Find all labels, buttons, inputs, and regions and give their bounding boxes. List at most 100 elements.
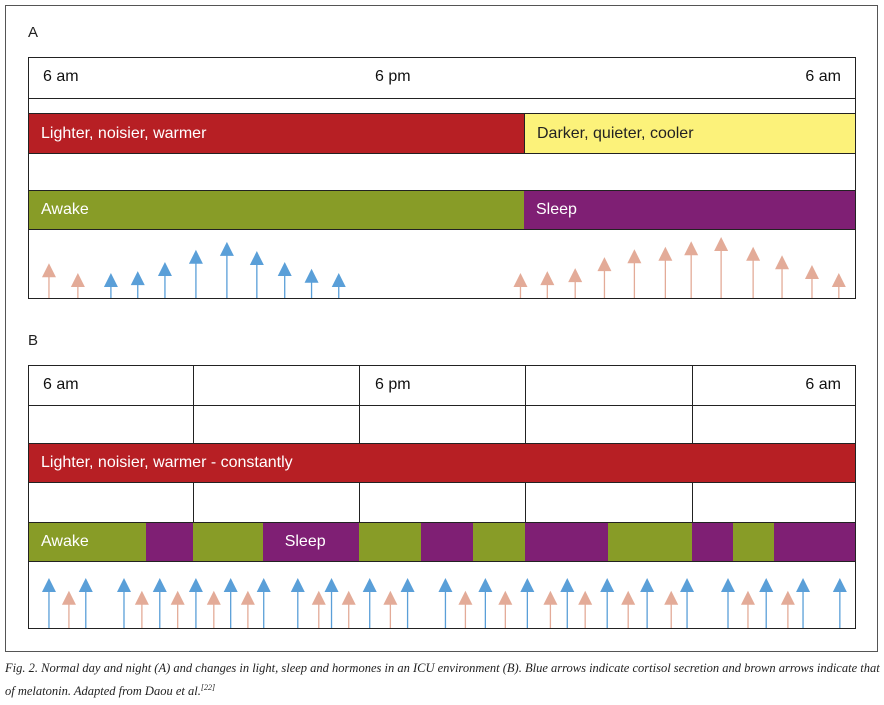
- time-divider: [525, 366, 527, 443]
- cortisol-arrow: [130, 271, 145, 298]
- melatonin-arrow: [740, 590, 755, 628]
- divider: [29, 98, 855, 99]
- cortisol-arrow: [219, 241, 234, 298]
- time-label: 6 pm: [375, 376, 411, 393]
- environment-constant: Lighter, noisier, warmer - constantly: [41, 454, 293, 471]
- state-awake: [473, 523, 526, 561]
- cortisol-arrow: [290, 577, 305, 628]
- cortisol-arrow: [520, 577, 535, 628]
- state-sleep: Sleep: [262, 523, 359, 561]
- state-awake: [192, 523, 263, 561]
- melatonin-arrow: [714, 237, 729, 298]
- hormone-arrows: [41, 237, 846, 298]
- divider: [29, 405, 855, 406]
- cortisol-arrow: [796, 577, 811, 628]
- caption-reference: [22]: [200, 683, 216, 692]
- melatonin-arrow: [70, 272, 85, 298]
- state-awake: [733, 523, 775, 561]
- state-sleep: [146, 523, 193, 561]
- state-sleep: [692, 523, 734, 561]
- melatonin-arrow: [684, 241, 699, 298]
- cortisol-arrow: [400, 577, 415, 628]
- state-sleep: Sleep: [524, 191, 855, 229]
- melatonin-arrow: [41, 263, 56, 298]
- time-divider: [692, 481, 694, 522]
- time-label: 6 pm: [375, 68, 411, 85]
- panel-b: 6 am 6 pm 6 am Lighter, noisier, warmer …: [28, 365, 856, 629]
- panel-a: 6 am 6 pm 6 am Lighter, noisier, warmer …: [28, 57, 856, 299]
- environment-night: Darker, quieter, cooler: [524, 114, 855, 153]
- time-divider: [192, 366, 194, 443]
- state-awake: Awake: [29, 523, 147, 561]
- melatonin-arrow: [458, 590, 473, 628]
- cortisol-arrow: [640, 577, 655, 628]
- cortisol-arrow: [41, 577, 56, 628]
- melatonin-arrow: [170, 590, 185, 628]
- environment-day: Lighter, noisier, warmer: [29, 114, 524, 153]
- cortisol-arrow: [331, 272, 346, 298]
- melatonin-arrow: [206, 590, 221, 628]
- melatonin-arrow: [543, 590, 558, 628]
- melatonin-arrow: [568, 268, 583, 298]
- cortisol-arrow: [188, 577, 203, 628]
- cortisol-arrow: [759, 577, 774, 628]
- state-bar: Awake Sleep: [29, 190, 855, 230]
- time-divider: [525, 481, 527, 522]
- cortisol-arrow: [188, 249, 203, 298]
- cortisol-arrow: [680, 577, 695, 628]
- cortisol-arrow: [438, 577, 453, 628]
- cortisol-arrow: [116, 577, 131, 628]
- hormone-arrows: [41, 577, 847, 628]
- melatonin-arrow: [498, 590, 513, 628]
- melatonin-arrow: [621, 590, 636, 628]
- cortisol-arrow: [721, 577, 736, 628]
- cortisol-arrow: [249, 251, 264, 298]
- panel-a-label: A: [28, 24, 39, 41]
- time-divider: [358, 366, 360, 443]
- cortisol-arrow: [103, 272, 118, 298]
- state-bar: Awake Sleep: [29, 522, 855, 562]
- cortisol-arrow: [324, 577, 339, 628]
- cortisol-arrow: [832, 577, 847, 628]
- time-divider: [192, 481, 194, 522]
- cortisol-arrow: [256, 577, 271, 628]
- melatonin-arrow: [780, 590, 795, 628]
- melatonin-arrow: [540, 271, 555, 298]
- cortisol-arrow: [157, 262, 172, 298]
- melatonin-arrow: [240, 590, 255, 628]
- cortisol-arrow: [304, 268, 319, 298]
- melatonin-arrow: [61, 590, 76, 628]
- cortisol-arrow: [560, 577, 575, 628]
- melatonin-arrow: [658, 246, 673, 298]
- cortisol-arrow: [362, 577, 377, 628]
- melatonin-arrow: [831, 272, 846, 298]
- melatonin-arrow: [664, 590, 679, 628]
- melatonin-arrow: [746, 246, 761, 298]
- melatonin-arrow: [804, 265, 819, 298]
- panel-b-label: B: [28, 332, 39, 349]
- figure-frame: [5, 5, 878, 652]
- time-label: 6 am: [43, 68, 79, 85]
- cortisol-arrow: [223, 577, 238, 628]
- melatonin-arrow: [597, 257, 612, 298]
- time-label: 6 am: [805, 68, 841, 85]
- time-label: 6 am: [805, 376, 841, 393]
- environment-bar: Lighter, noisier, warmer Darker, quieter…: [29, 113, 855, 154]
- melatonin-arrow: [134, 590, 149, 628]
- melatonin-arrow: [775, 255, 790, 298]
- state-sleep: [525, 523, 609, 561]
- time-label: 6 am: [43, 376, 79, 393]
- time-divider: [692, 366, 694, 443]
- melatonin-arrow: [383, 590, 398, 628]
- state-awake: [608, 523, 693, 561]
- figure-caption: Fig. 2. Normal day and night (A) and cha…: [5, 659, 883, 701]
- cortisol-arrow: [152, 577, 167, 628]
- state-sleep: [774, 523, 855, 561]
- state-awake: [358, 523, 421, 561]
- caption-text: Fig. 2. Normal day and night (A) and cha…: [5, 661, 880, 699]
- state-awake: Awake: [29, 191, 524, 229]
- cortisol-arrow: [478, 577, 493, 628]
- melatonin-arrow: [311, 590, 326, 628]
- state-sleep: [420, 523, 474, 561]
- melatonin-arrow: [627, 249, 642, 298]
